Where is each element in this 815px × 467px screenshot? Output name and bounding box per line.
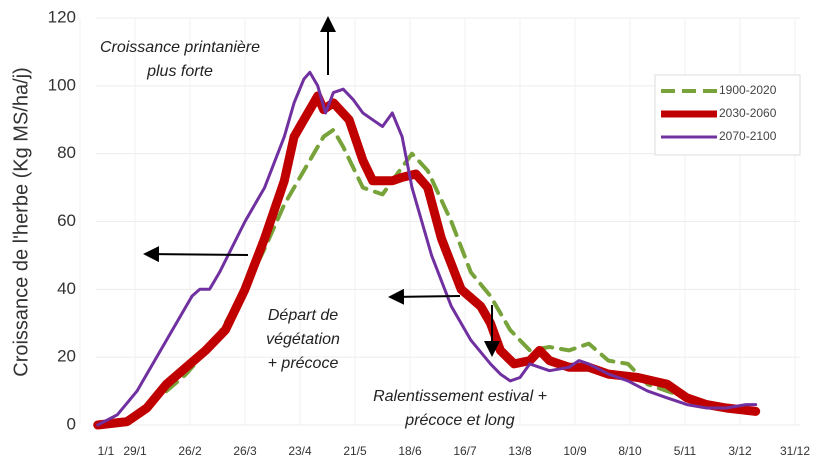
x-tick-label: 21/5 [343,444,367,458]
x-tick-label: 10/9 [563,444,587,458]
x-tick-label: 16/7 [453,444,477,458]
annotation: Ralentissement estival + [373,388,547,405]
series-line [96,70,758,427]
x-tick-label: 26/3 [233,444,257,458]
annotation: + précoce [268,355,339,372]
annotation: précoce et long [404,412,515,429]
x-tick-label: 5/11 [674,444,697,458]
x-tick-label: 26/2 [178,444,202,458]
x-tick-label: 3/12 [728,444,752,458]
annotation: Croissance printanière [100,39,260,56]
x-tick-label: 23/4 [288,444,312,458]
annotation: plus forte [146,63,213,80]
y-tick-label: 100 [48,75,76,94]
x-tick-label: 29/1 [123,444,147,458]
y-axis-label: Croissance de l'herbe (Kg MS/ha/j) [10,67,32,377]
annotation: végétation [266,331,340,348]
legend-label: 2070-2100 [719,129,777,143]
legend-label: 1900-2020 [719,83,777,97]
y-tick-label: 80 [57,143,76,162]
annotation: Départ de [268,307,338,324]
x-tick-label: 13/8 [508,444,532,458]
y-tick-label: 120 [48,7,76,26]
x-tick-label: 1/1 [98,444,115,458]
y-tick-label: 20 [57,347,76,366]
y-tick-label: 60 [57,211,76,230]
series-line [93,91,761,430]
x-tick-label: 18/6 [398,444,422,458]
y-tick-label: 40 [57,279,76,298]
x-tick-label: 31/12 [780,444,810,458]
arrows [143,16,500,357]
legend-label: 2030-2060 [719,106,777,120]
y-tick-label: 0 [67,414,76,433]
x-tick-label: 8/10 [618,444,642,458]
